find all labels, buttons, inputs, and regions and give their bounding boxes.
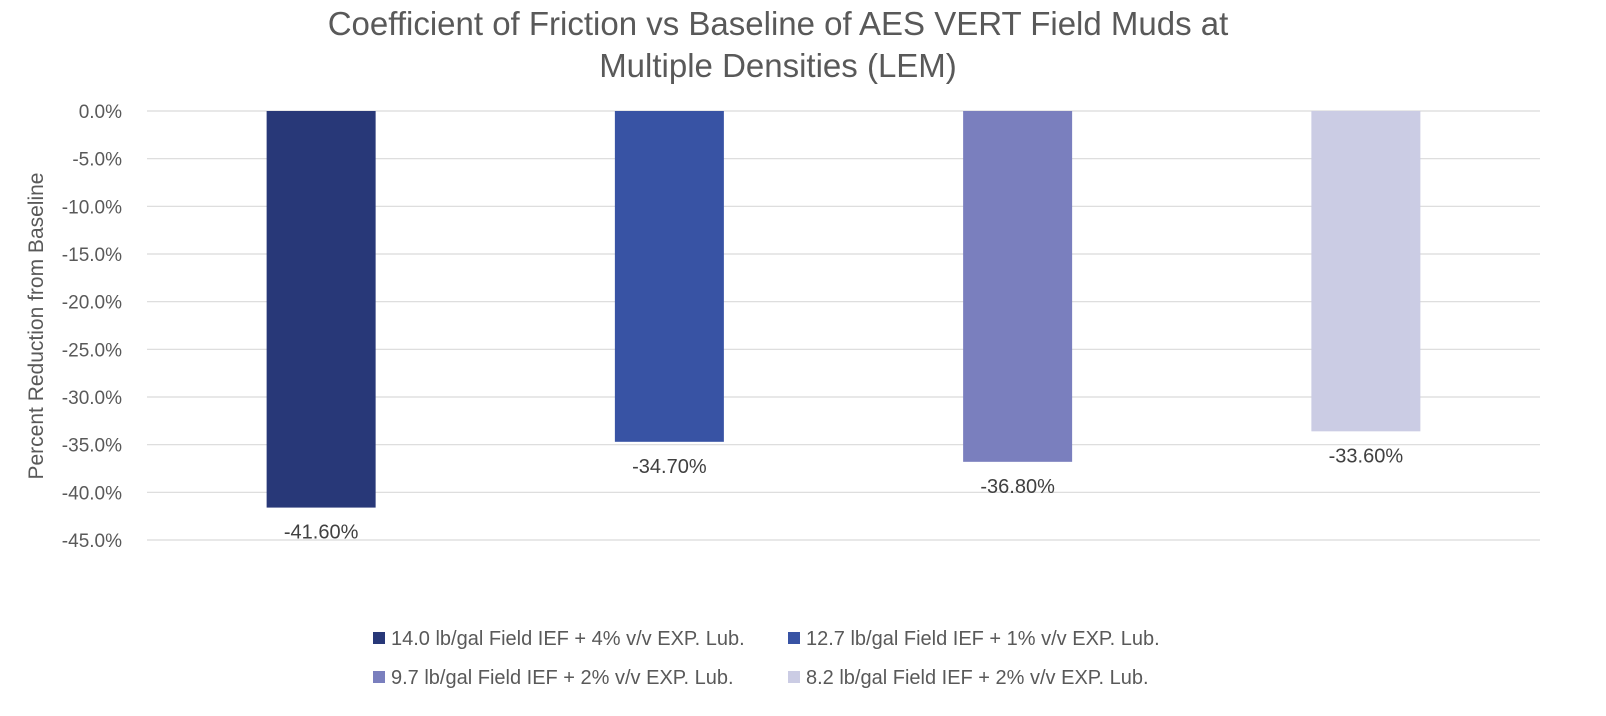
bar [266, 111, 376, 508]
y-tick-label: -45.0% [62, 531, 122, 552]
data-labels: -41.60% -34.70% -36.80% -33.60% [284, 445, 1403, 543]
legend-label: 14.0 lb/gal Field IEF + 4% v/v EXP. Lub. [391, 628, 745, 650]
y-tick-label: -15.0% [62, 245, 122, 266]
data-label: -33.60% [1329, 445, 1404, 467]
data-label: -36.80% [980, 476, 1055, 498]
data-label: -41.60% [284, 522, 359, 544]
y-tick-label: -35.0% [62, 436, 122, 457]
chart-title-line: Coefficient of Friction vs Baseline of A… [328, 5, 1229, 42]
gridlines [147, 110, 1540, 541]
bar [1311, 111, 1421, 432]
y-axis-ticks: 0.0% -5.0% -10.0% -15.0% -20.0% -25.0% -30.0% -… [62, 102, 122, 552]
legend-swatch [788, 671, 800, 683]
y-axis-label: Percent Reduction from Baseline [25, 173, 48, 480]
legend-label: 9.7 lb/gal Field IEF + 2% v/v EXP. Lub. [391, 667, 734, 689]
legend-item: 9.7 lb/gal Field IEF + 2% v/v EXP. Lub. [373, 667, 734, 689]
legend-label: 12.7 lb/gal Field IEF + 1% v/v EXP. Lub. [806, 628, 1160, 650]
data-label: -34.70% [632, 456, 707, 478]
legend-item: 8.2 lb/gal Field IEF + 2% v/v EXP. Lub. [788, 667, 1149, 689]
bar [614, 111, 724, 442]
chart-title-line: Multiple Densities (LEM) [599, 47, 957, 84]
y-tick-label: -20.0% [62, 293, 122, 314]
bar [963, 111, 1073, 462]
legend-swatch [788, 632, 800, 644]
y-tick-label: -10.0% [62, 197, 122, 218]
bars [266, 111, 1421, 508]
legend-item: 12.7 lb/gal Field IEF + 1% v/v EXP. Lub. [788, 628, 1160, 650]
y-tick-label: 0.0% [79, 102, 122, 123]
y-tick-label: -25.0% [62, 340, 122, 361]
chart-title: Coefficient of Friction vs Baseline of A… [328, 5, 1229, 84]
y-tick-label: -30.0% [62, 388, 122, 409]
y-tick-label: -5.0% [72, 150, 122, 171]
legend-swatch [373, 671, 385, 683]
legend-swatch [373, 632, 385, 644]
legend: 14.0 lb/gal Field IEF + 4% v/v EXP. Lub.… [373, 628, 1160, 689]
legend-label: 8.2 lb/gal Field IEF + 2% v/v EXP. Lub. [806, 667, 1149, 689]
legend-item: 14.0 lb/gal Field IEF + 4% v/v EXP. Lub. [373, 628, 745, 650]
y-tick-label: -40.0% [62, 483, 122, 504]
